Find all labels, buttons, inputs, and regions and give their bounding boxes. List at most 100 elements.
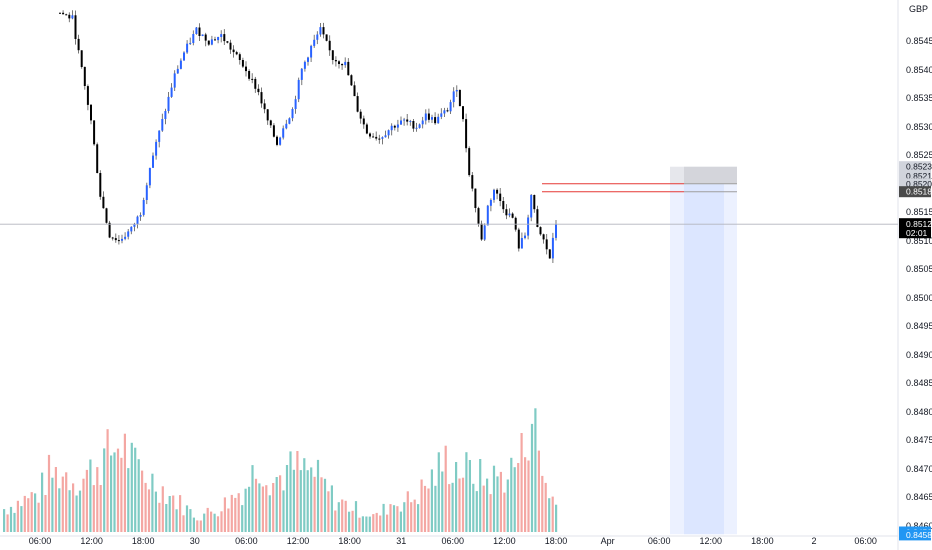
candle-body[interactable] xyxy=(440,113,443,117)
candle-body[interactable] xyxy=(393,125,396,128)
candle-body[interactable] xyxy=(65,14,68,16)
candle-body[interactable] xyxy=(400,120,402,125)
candle-body[interactable] xyxy=(520,238,523,249)
candle-body[interactable] xyxy=(477,208,480,224)
candle-body[interactable] xyxy=(421,120,424,125)
candle-body[interactable] xyxy=(229,42,232,50)
candle-body[interactable] xyxy=(186,43,189,53)
candle-body[interactable] xyxy=(59,12,61,14)
candle-body[interactable] xyxy=(80,50,83,67)
candle-body[interactable] xyxy=(527,217,530,236)
candle-body[interactable] xyxy=(285,123,288,129)
candle-body[interactable] xyxy=(114,238,117,241)
candle-body[interactable] xyxy=(217,37,220,41)
candle-body[interactable] xyxy=(294,99,297,109)
candle-body[interactable] xyxy=(446,110,449,112)
candle-body[interactable] xyxy=(443,110,446,114)
candle-body[interactable] xyxy=(164,111,167,119)
candle-body[interactable] xyxy=(458,90,461,107)
candle-body[interactable] xyxy=(288,118,291,124)
candle-body[interactable] xyxy=(71,15,74,19)
candle-body[interactable] xyxy=(548,249,551,259)
candle-body[interactable] xyxy=(77,38,80,51)
candle-body[interactable] xyxy=(291,109,294,119)
candle-body[interactable] xyxy=(341,64,344,66)
candle-body[interactable] xyxy=(524,235,526,238)
candle-body[interactable] xyxy=(316,34,319,40)
candle-body[interactable] xyxy=(303,61,306,69)
candle-body[interactable] xyxy=(189,43,192,44)
candle-body[interactable] xyxy=(173,73,176,88)
candle-body[interactable] xyxy=(403,119,406,121)
candle-body[interactable] xyxy=(130,226,133,232)
candle-body[interactable] xyxy=(387,130,390,136)
candle-body[interactable] xyxy=(384,135,387,138)
target-zone[interactable] xyxy=(670,166,737,184)
candle-body[interactable] xyxy=(161,119,164,131)
candle-body[interactable] xyxy=(235,52,238,55)
candle-body[interactable] xyxy=(418,124,421,128)
candle-body[interactable] xyxy=(325,34,328,41)
candle-body[interactable] xyxy=(223,34,226,42)
candle-body[interactable] xyxy=(300,68,303,80)
candle-body[interactable] xyxy=(152,155,154,168)
candle-body[interactable] xyxy=(155,141,158,156)
candle-body[interactable] xyxy=(170,87,173,97)
candle-body[interactable] xyxy=(105,208,108,223)
candle-body[interactable] xyxy=(204,34,207,41)
candle-body[interactable] xyxy=(511,213,514,218)
candle-body[interactable] xyxy=(505,209,508,216)
candle-body[interactable] xyxy=(139,215,142,217)
candle-body[interactable] xyxy=(269,120,272,126)
candle-body[interactable] xyxy=(62,12,65,15)
candle-body[interactable] xyxy=(551,237,554,259)
candle-body[interactable] xyxy=(210,39,213,45)
candle-body[interactable] xyxy=(486,205,489,226)
candle-body[interactable] xyxy=(297,79,300,100)
candle-body[interactable] xyxy=(176,68,179,74)
candle-body[interactable] xyxy=(121,238,123,241)
candle-body[interactable] xyxy=(514,217,517,230)
candle-body[interactable] xyxy=(424,113,427,121)
candle-body[interactable] xyxy=(536,209,539,227)
candle-body[interactable] xyxy=(350,75,353,86)
candle-body[interactable] xyxy=(427,113,430,120)
candle-body[interactable] xyxy=(338,61,340,64)
candle-body[interactable] xyxy=(542,234,545,240)
candle-body[interactable] xyxy=(375,136,378,139)
candle-body[interactable] xyxy=(179,60,182,69)
candle-body[interactable] xyxy=(148,167,151,186)
candle-body[interactable] xyxy=(359,111,362,119)
candle-body[interactable] xyxy=(226,41,229,43)
candle-body[interactable] xyxy=(183,52,185,61)
candle-body[interactable] xyxy=(102,196,105,209)
stop-zone[interactable] xyxy=(670,183,737,535)
candle-body[interactable] xyxy=(133,224,136,227)
candle-body[interactable] xyxy=(322,27,325,35)
candle-body[interactable] xyxy=(254,78,257,89)
candle-body[interactable] xyxy=(455,90,458,92)
candle-body[interactable] xyxy=(555,224,557,238)
candle-body[interactable] xyxy=(493,189,495,200)
candle-body[interactable] xyxy=(331,50,334,60)
candle-body[interactable] xyxy=(201,34,204,37)
candle-body[interactable] xyxy=(449,102,452,112)
candle-body[interactable] xyxy=(93,120,96,145)
candle-body[interactable] xyxy=(372,136,375,138)
candle-body[interactable] xyxy=(362,118,365,125)
candle-body[interactable] xyxy=(465,119,468,149)
candle-body[interactable] xyxy=(517,229,520,249)
candle-body[interactable] xyxy=(409,121,412,122)
candle-body[interactable] xyxy=(480,223,483,240)
candle-body[interactable] xyxy=(207,40,210,45)
candle-body[interactable] xyxy=(248,71,251,79)
candle-body[interactable] xyxy=(145,185,148,200)
candle-body[interactable] xyxy=(319,27,322,35)
candle-body[interactable] xyxy=(195,27,198,35)
candle-body[interactable] xyxy=(313,39,316,46)
candle-body[interactable] xyxy=(142,200,145,215)
candle-body[interactable] xyxy=(406,119,409,122)
candle-body[interactable] xyxy=(241,60,244,67)
